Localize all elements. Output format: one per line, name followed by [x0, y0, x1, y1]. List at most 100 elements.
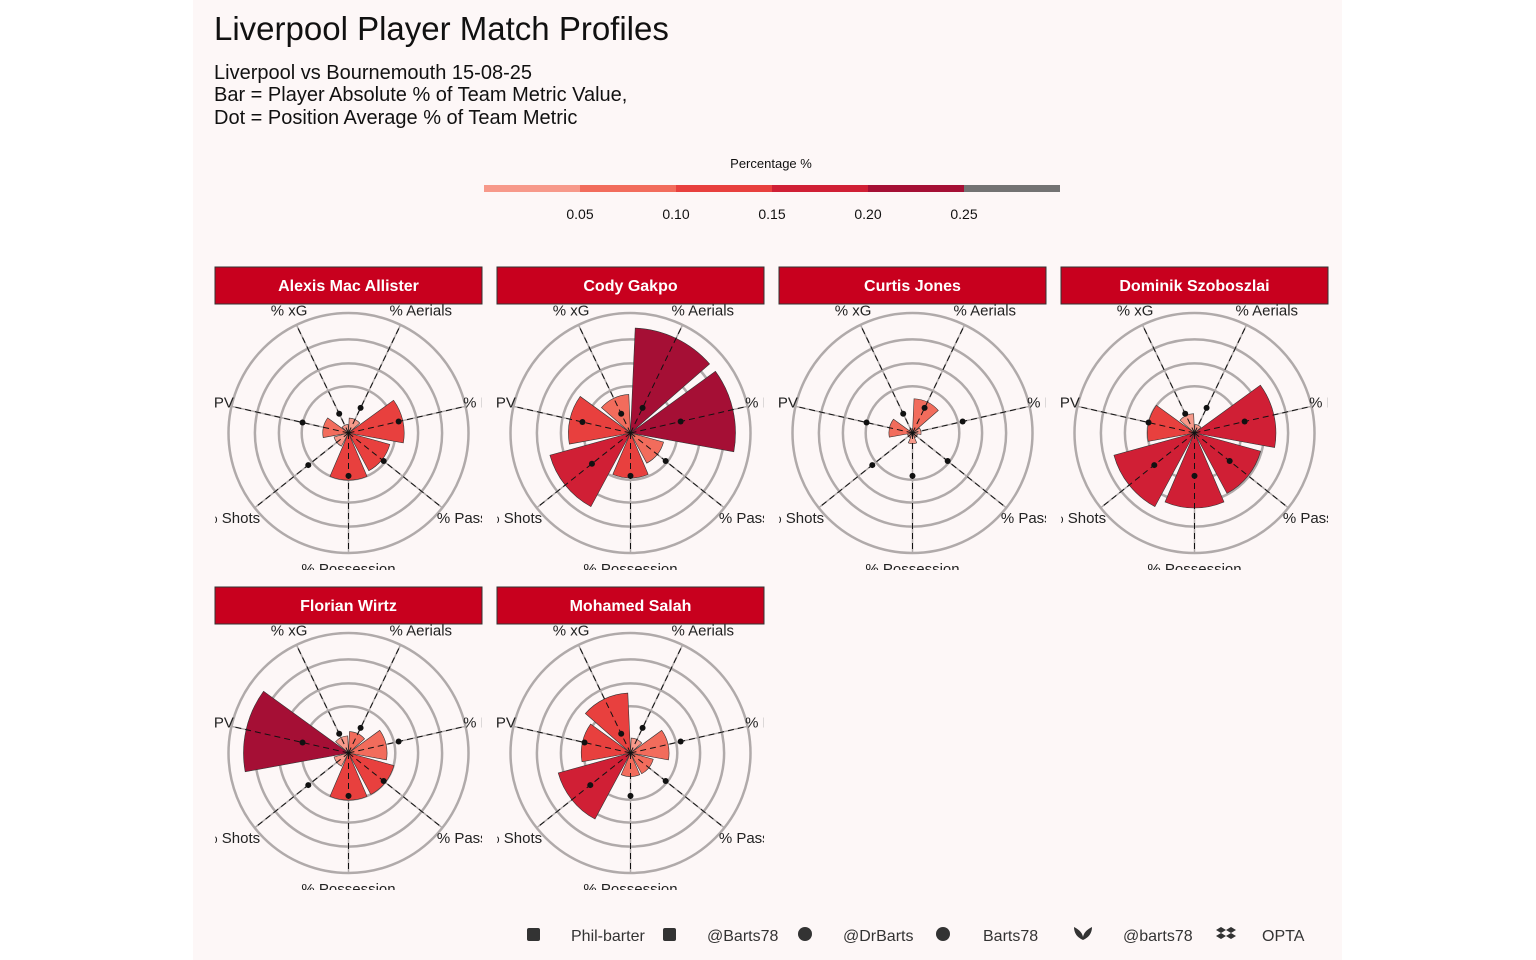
facet: Alexis Mac Allister % Aerials % Duels % Pas… [186, 266, 519, 570]
strip [214, 586, 483, 625]
category-label: % xG [553, 622, 590, 639]
dash [630, 405, 748, 434]
facet: Dominik Szoboszlai % Aerials % Duels % Pass… [1060, 266, 1365, 578]
x-icon [663, 928, 676, 941]
dash [231, 725, 349, 754]
category-label: % Passes [719, 510, 786, 527]
category-label: % Passes [1001, 510, 1068, 527]
legend-swatch [772, 185, 868, 192]
average-dot [863, 419, 870, 426]
legend-swatch [676, 185, 772, 192]
strip-label: Florian Wirtz [300, 598, 397, 615]
subtitle: Bar = Player Absolute % of Team Metric V… [214, 84, 627, 106]
category-label: % Passes [719, 830, 786, 847]
average-dot [588, 460, 595, 467]
dash [630, 644, 684, 754]
dash [536, 752, 631, 829]
category-label: % Duels [1309, 395, 1365, 412]
category-label: % Possession [865, 561, 959, 578]
average-dot [909, 472, 916, 479]
linkedin-icon [527, 928, 540, 941]
category-label: % Duels [463, 395, 519, 412]
bar [341, 424, 349, 434]
footer-text: @DrBarts [843, 928, 913, 945]
average-dot [380, 458, 387, 465]
category-label: % Passes [437, 510, 504, 527]
average-dot [944, 458, 951, 465]
category-label: % Possession [1147, 561, 1241, 578]
subtitle: Liverpool vs Bournemouth 15-08-25 [214, 62, 532, 84]
strip-label: Mohamed Salah [570, 598, 692, 615]
facet: Florian Wirtz % Aerials % Duels % Passes % P… [214, 586, 504, 890]
average-dot [1145, 419, 1152, 426]
category-label: % Passes [437, 830, 504, 847]
category-label: % xG [1117, 302, 1154, 319]
category-label: % xG [835, 302, 872, 319]
average-dot [336, 410, 343, 417]
strip [778, 266, 1047, 305]
dash [348, 432, 443, 509]
dash [1194, 405, 1312, 434]
category-label: % xG [271, 622, 308, 639]
category-label: % Duels [745, 715, 801, 732]
average-dot [921, 404, 928, 411]
dash [1194, 432, 1289, 509]
bar [601, 394, 631, 434]
polar-panel: % Aerials % Duels % Passes % Possession % Sh… [497, 304, 786, 578]
average-dot [1182, 410, 1189, 417]
footer-text: @Barts78 [707, 928, 778, 945]
footer-text: Barts78 [983, 928, 1038, 945]
average-dot [677, 418, 684, 425]
average-dot [345, 472, 352, 479]
facet: Curtis Jones % Aerials % Duels % Passes % Po… [750, 266, 1068, 578]
average-dot [959, 418, 966, 425]
dash [348, 725, 466, 754]
average-dot [357, 404, 364, 411]
github-icon [936, 927, 950, 941]
dash [348, 644, 402, 754]
subtitle: Dot = Position Average % of Team Metric [214, 107, 577, 129]
strip [496, 266, 765, 305]
category-label: % Aerials [390, 622, 453, 639]
dash [513, 405, 631, 434]
category-label: % Aerials [1236, 302, 1299, 319]
average-dot [380, 778, 387, 785]
strip-label: Cody Gakpo [583, 278, 677, 295]
average-dot [639, 724, 646, 731]
average-dot [618, 410, 625, 417]
legend-swatch [964, 185, 1060, 192]
legend-tick-label: 0.05 [566, 206, 593, 222]
dash [254, 432, 349, 509]
dash [348, 405, 466, 434]
chart-title: Liverpool Player Match Profiles [214, 10, 669, 47]
footer-text: OPTA [1262, 928, 1305, 945]
bar [1194, 424, 1202, 434]
average-dot [869, 462, 876, 469]
dash [912, 432, 1007, 509]
category-label: % Aerials [954, 302, 1017, 319]
average-dot [677, 738, 684, 745]
category-label: % EPV [186, 395, 234, 412]
average-dot [579, 419, 586, 426]
bar [629, 729, 670, 761]
category-label: % EPV [750, 395, 798, 412]
average-dot [1151, 462, 1158, 469]
legend-swatch [484, 185, 580, 192]
average-dot [1241, 418, 1248, 425]
average-dot [357, 724, 364, 731]
dash [630, 725, 748, 754]
legend-swatch [580, 185, 676, 192]
polar-panel: % Aerials % Duels % Passes % Possession % Sh… [186, 304, 519, 570]
dash [630, 432, 725, 509]
dash [912, 324, 966, 434]
bar [347, 729, 388, 761]
dash [818, 432, 913, 509]
dropbox-icon [1216, 927, 1236, 939]
category-label: % Possession [583, 561, 677, 578]
average-dot [299, 419, 306, 426]
strip [496, 586, 765, 625]
average-dot [900, 410, 907, 417]
average-dot [305, 782, 312, 789]
